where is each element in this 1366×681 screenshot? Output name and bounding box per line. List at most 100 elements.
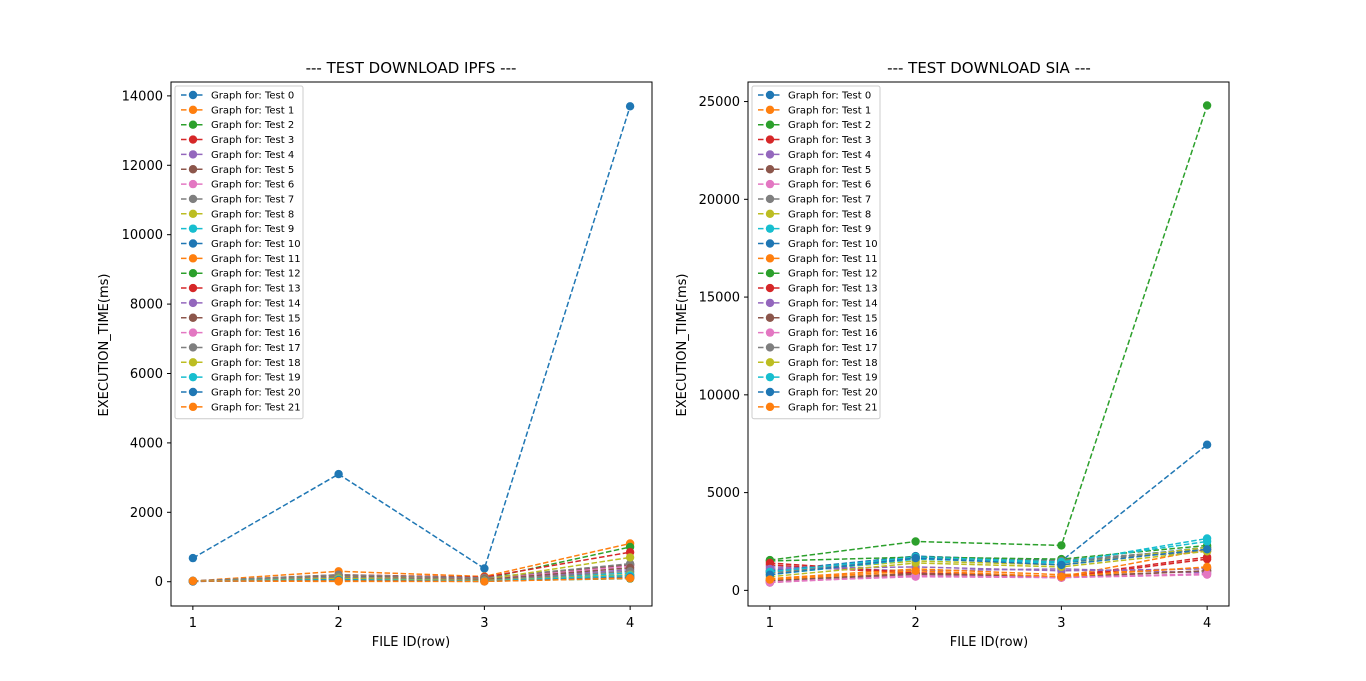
ipfs-point-0-0 bbox=[188, 553, 198, 563]
ipfs-xtick-label-0: 1 bbox=[189, 616, 197, 631]
ipfs-legend-marker-17 bbox=[188, 343, 198, 352]
sia-legend-marker-18 bbox=[765, 358, 775, 367]
sia-legend-marker-3 bbox=[765, 135, 775, 144]
ipfs-legend-label-6: Graph for: Test 6 bbox=[211, 180, 294, 191]
sia-ytick-label-4: 20000 bbox=[699, 193, 740, 208]
sia-point-13-3 bbox=[1202, 554, 1212, 564]
ipfs-legend-marker-18 bbox=[188, 358, 198, 367]
sia-point-2-3 bbox=[1202, 101, 1212, 110]
ipfs-point-21-1 bbox=[334, 576, 343, 586]
ipfs-xtick-label-3: 4 bbox=[626, 616, 634, 631]
sia-point-21-1 bbox=[911, 566, 920, 575]
ipfs-legend-label-19: Graph for: Test 19 bbox=[211, 373, 301, 384]
ipfs-legend-marker-15 bbox=[188, 313, 198, 322]
ipfs-legend-label-3: Graph for: Test 3 bbox=[211, 135, 294, 146]
sia-ytick-label-3: 15000 bbox=[699, 291, 740, 306]
sia-legend-label-20: Graph for: Test 20 bbox=[788, 388, 878, 399]
ipfs-legend-marker-2 bbox=[188, 120, 198, 129]
sia-legend-marker-17 bbox=[765, 343, 775, 352]
ipfs-legend-marker-4 bbox=[188, 150, 198, 159]
sia-legend-label-9: Graph for: Test 9 bbox=[788, 224, 871, 235]
sia-point-19-3 bbox=[1202, 537, 1212, 546]
sia-series-line-21 bbox=[769, 566, 1208, 581]
sia-legend-marker-0 bbox=[765, 90, 775, 100]
ipfs-legend-label-15: Graph for: Test 15 bbox=[211, 313, 301, 324]
sia-legend-marker-21 bbox=[765, 402, 775, 412]
sia-legend-marker-14 bbox=[765, 298, 775, 308]
sia-legend-label-16: Graph for: Test 16 bbox=[788, 328, 878, 339]
ipfs-series-line-21 bbox=[192, 577, 631, 583]
sia-legend-label-1: Graph for: Test 1 bbox=[788, 105, 871, 116]
sia-legend-marker-1 bbox=[765, 105, 775, 115]
ipfs-xtick-label-2: 3 bbox=[480, 616, 488, 631]
ipfs-legend-label-12: Graph for: Test 12 bbox=[211, 269, 301, 280]
ipfs-point-0-3 bbox=[625, 102, 635, 111]
ipfs-ytick-label-6: 12000 bbox=[122, 159, 163, 174]
ipfs-legend-marker-5 bbox=[188, 165, 198, 174]
ipfs-point-8-3 bbox=[625, 553, 635, 562]
sia-legend-marker-20 bbox=[765, 387, 775, 397]
sia-series-line-14 bbox=[769, 566, 1208, 572]
ipfs-point-21-0 bbox=[188, 576, 198, 586]
ipfs-series-group bbox=[188, 102, 635, 586]
sia-legend-marker-2 bbox=[765, 120, 775, 129]
ipfs-plot: --- TEST DOWNLOAD IPFS --- FILE ID(row) … bbox=[97, 59, 653, 650]
sia-ytick-label-1: 5000 bbox=[707, 486, 740, 501]
sia-legend-marker-8 bbox=[765, 209, 775, 218]
ipfs-ytick-label-5: 10000 bbox=[122, 228, 163, 243]
ipfs-series-line-1 bbox=[192, 542, 631, 582]
sia-legend: Graph for: Test 0 Graph for: Test 1 Graph … bbox=[751, 85, 881, 420]
sia-legend-label-8: Graph for: Test 8 bbox=[788, 209, 871, 220]
ipfs-legend-label-8: Graph for: Test 8 bbox=[211, 209, 294, 220]
sia-point-20-3 bbox=[1202, 545, 1212, 554]
sia-legend-label-14: Graph for: Test 14 bbox=[788, 298, 878, 309]
sia-legend-box bbox=[751, 85, 881, 420]
sia-axes-frame bbox=[747, 81, 1230, 607]
sia-title: --- TEST DOWNLOAD SIA --- bbox=[887, 59, 1091, 77]
ipfs-legend-marker-20 bbox=[188, 387, 198, 397]
ipfs-legend-marker-10 bbox=[188, 239, 198, 248]
sia-legend-marker-6 bbox=[765, 179, 775, 189]
sia-plot: --- TEST DOWNLOAD SIA --- FILE ID(row) E… bbox=[675, 59, 1230, 650]
ipfs-series-line-7 bbox=[192, 562, 631, 582]
ipfs-legend-label-21: Graph for: Test 21 bbox=[211, 402, 301, 413]
ipfs-legend-label-0: Graph for: Test 0 bbox=[211, 91, 294, 102]
sia-ytick-label-5: 25000 bbox=[699, 95, 740, 110]
sia-ytick-label-0: 0 bbox=[732, 584, 740, 599]
ipfs-legend-marker-13 bbox=[188, 283, 198, 293]
ipfs-legend-label-2: Graph for: Test 2 bbox=[211, 120, 294, 131]
sia-ytick-label-2: 10000 bbox=[699, 388, 740, 403]
ipfs-ytick-label-0: 0 bbox=[155, 575, 163, 590]
ipfs-legend-label-16: Graph for: Test 16 bbox=[211, 328, 301, 339]
ipfs-legend-marker-12 bbox=[188, 269, 198, 278]
sia-legend-marker-10 bbox=[765, 239, 775, 248]
sia-series-line-19 bbox=[769, 540, 1208, 573]
ipfs-legend-marker-7 bbox=[188, 194, 198, 204]
sia-legend-marker-11 bbox=[765, 254, 775, 263]
sia-legend-label-17: Graph for: Test 17 bbox=[788, 343, 878, 354]
sia-point-21-3 bbox=[1202, 562, 1212, 572]
ipfs-ytick-label-4: 8000 bbox=[130, 298, 163, 313]
sia-legend-label-5: Graph for: Test 5 bbox=[788, 165, 871, 176]
sia-legend-label-19: Graph for: Test 19 bbox=[788, 373, 878, 384]
sia-legend-marker-13 bbox=[765, 283, 775, 293]
ipfs-ytick-label-1: 2000 bbox=[130, 506, 163, 521]
sia-point-13-0 bbox=[765, 558, 775, 568]
sia-legend-label-13: Graph for: Test 13 bbox=[788, 284, 878, 295]
ipfs-legend-marker-16 bbox=[188, 328, 198, 337]
sia-series-line-12 bbox=[769, 544, 1208, 562]
ipfs-legend-marker-0 bbox=[188, 90, 198, 100]
ipfs-legend-label-14: Graph for: Test 14 bbox=[211, 298, 301, 309]
sia-point-2-1 bbox=[911, 537, 920, 546]
sia-legend-marker-19 bbox=[765, 372, 775, 382]
ipfs-legend-marker-3 bbox=[188, 135, 198, 144]
ipfs-legend-label-13: Graph for: Test 13 bbox=[211, 284, 301, 295]
sia-point-2-2 bbox=[1057, 541, 1066, 550]
sia-legend-marker-16 bbox=[765, 328, 775, 337]
ipfs-legend: Graph for: Test 0 Graph for: Test 1 Graph … bbox=[174, 85, 304, 420]
ipfs-legend-marker-6 bbox=[188, 179, 198, 189]
sia-point-21-2 bbox=[1057, 572, 1066, 581]
sia-legend-marker-7 bbox=[765, 194, 775, 204]
sia-series-line-18 bbox=[769, 550, 1208, 578]
